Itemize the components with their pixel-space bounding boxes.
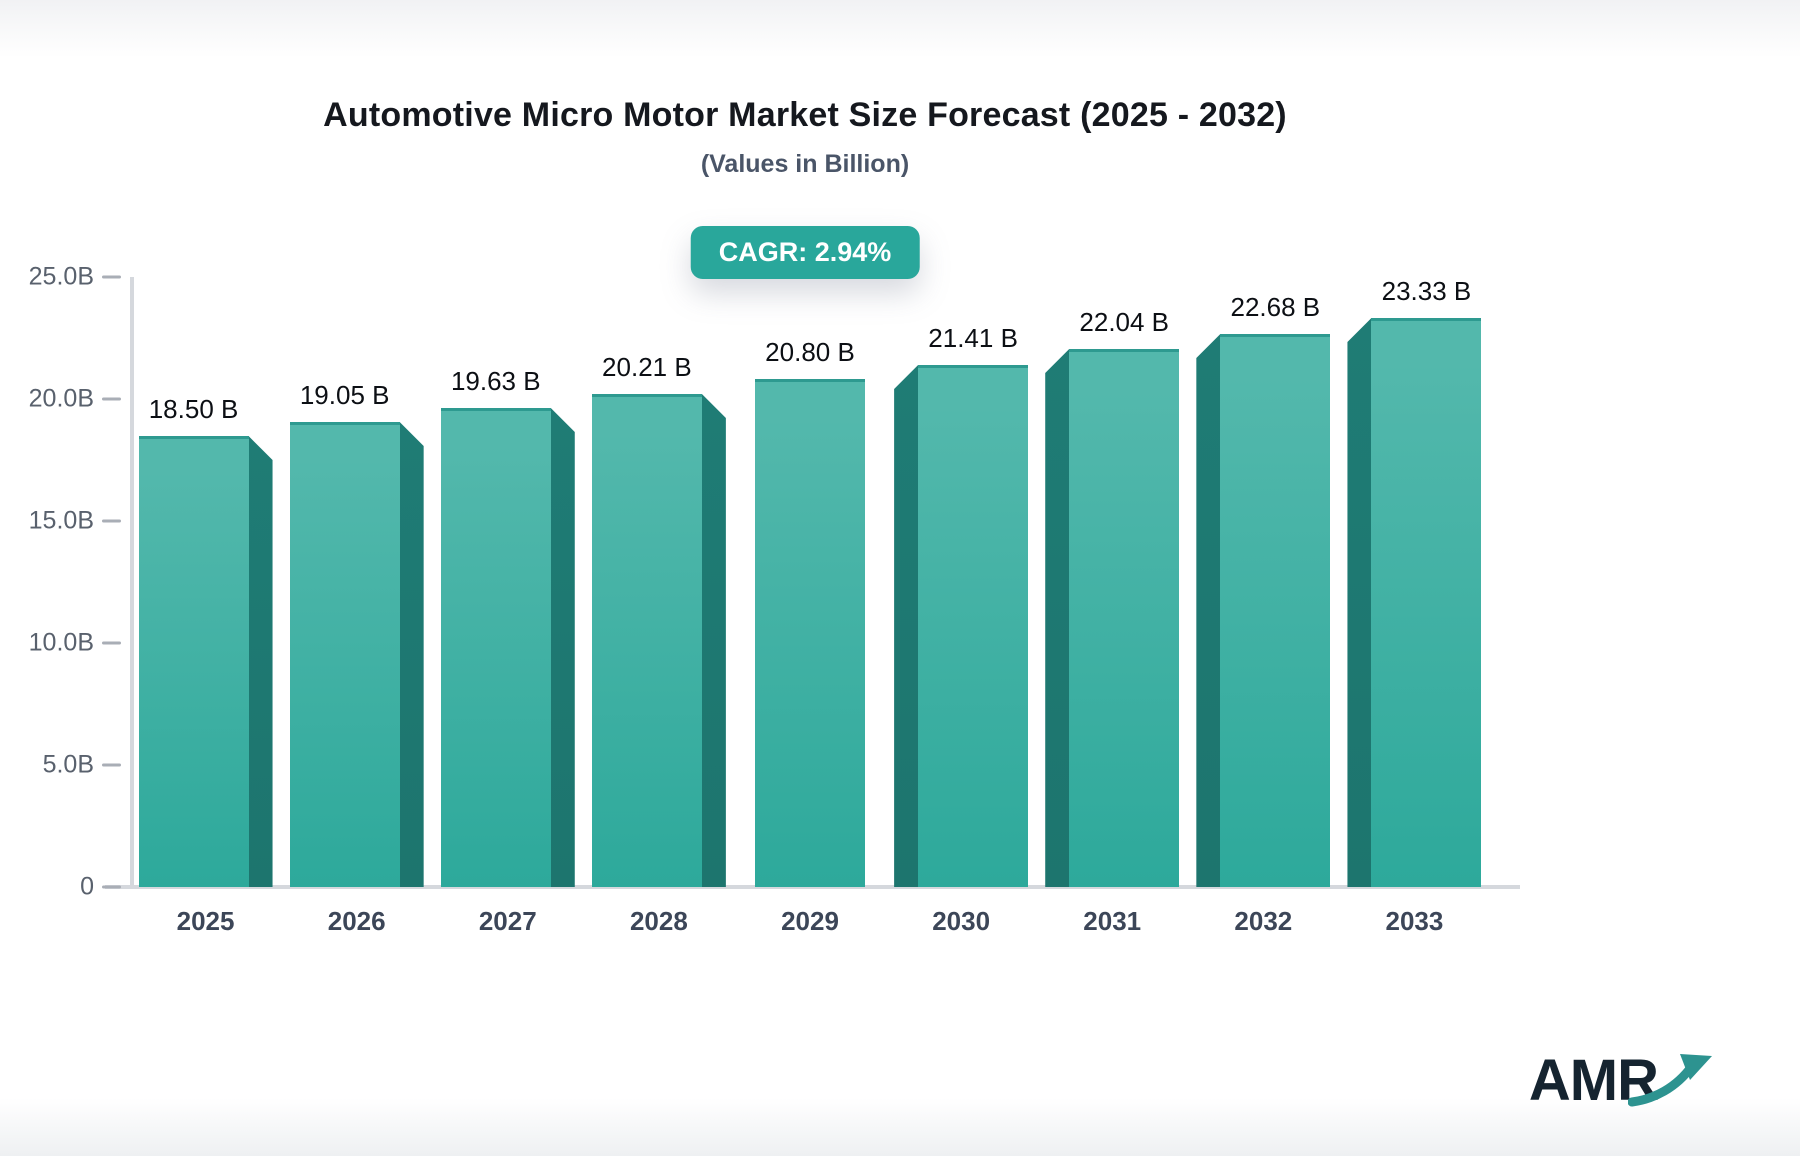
chart-subtitle: (Values in Billion) <box>700 150 910 178</box>
y-axis-tick-label: 15.0B <box>28 506 94 535</box>
x-axis-label-2027: 2027 <box>478 906 537 936</box>
bar-side-face <box>1347 318 1372 887</box>
bar-value-label: 19.05 B <box>299 380 390 410</box>
y-axis-line <box>130 277 134 887</box>
x-axis-baseline <box>105 885 1520 889</box>
bar-face <box>1220 334 1331 887</box>
chart-title: Automotive Micro Motor Market Size Forec… <box>323 96 1287 134</box>
y-axis-tick-mark <box>102 885 121 889</box>
x-axis-label-2026: 2026 <box>327 906 386 936</box>
bar-value-label: 19.63 B <box>450 366 541 396</box>
y-axis-tick-mark <box>102 519 121 523</box>
bar-value-label: 20.80 B <box>765 337 855 367</box>
bar-side-face <box>399 422 424 887</box>
x-axis-label-2031: 2031 <box>1083 906 1142 936</box>
x-axis-label-2029: 2029 <box>781 906 839 936</box>
x-axis-label-2033: 2033 <box>1385 906 1444 936</box>
bar-face <box>918 365 1029 887</box>
growth-arrow-icon <box>1628 1054 1712 1107</box>
y-axis-tick-mark <box>102 763 121 767</box>
bar-face <box>591 394 702 887</box>
y-axis-tick-label: 10.0B <box>28 628 94 657</box>
y-axis-tick-label: 25.0B <box>28 262 94 291</box>
bar-side-face <box>894 365 919 887</box>
x-axis-label-2028: 2028 <box>629 906 688 936</box>
y-axis-tick-mark <box>102 641 121 645</box>
bar-face <box>1069 349 1180 887</box>
bar-side-face <box>550 408 575 887</box>
bar-face <box>289 422 400 887</box>
bar-value-label: 23.33 B <box>1381 276 1472 306</box>
bar-face <box>138 436 249 887</box>
bar-side-face <box>1196 334 1221 887</box>
bar-side-face <box>248 436 273 887</box>
amr-logo: AMR <box>1529 1046 1720 1110</box>
y-axis-tick-label: 0 <box>80 872 94 901</box>
bar-value-label: 22.04 B <box>1079 307 1170 337</box>
y-axis-tick-mark <box>102 275 121 279</box>
bar-side-face <box>1045 349 1070 887</box>
bar-face <box>1371 318 1482 887</box>
bar-value-label: 22.68 B <box>1230 292 1321 322</box>
x-axis-label-2032: 2032 <box>1234 906 1293 936</box>
bar-value-label: 18.50 B <box>148 394 239 424</box>
y-axis-tick-label: 5.0B <box>42 750 94 779</box>
bar-value-label: 21.41 B <box>928 323 1018 353</box>
y-axis-tick-mark <box>102 397 121 401</box>
bar-face <box>755 379 865 887</box>
y-axis-tick-label: 20.0B <box>28 384 94 413</box>
x-axis-label-2030: 2030 <box>932 906 991 936</box>
bar-face <box>440 408 551 887</box>
cagr-badge: CAGR: 2.94% <box>690 226 920 279</box>
bar-side-face <box>701 394 726 887</box>
bar-value-label: 20.21 B <box>602 352 692 382</box>
x-axis-label-2025: 2025 <box>176 906 235 936</box>
